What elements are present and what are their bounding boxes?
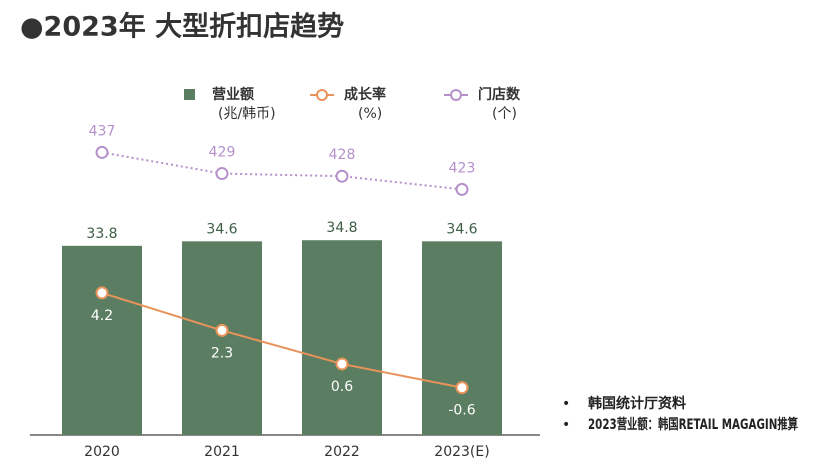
value-label: 33.8 — [86, 226, 117, 242]
value-label: 429 — [209, 145, 236, 161]
x-tick-label: 2021 — [204, 444, 240, 460]
note-bullet: • — [562, 396, 570, 412]
point — [215, 167, 229, 181]
value-label: 34.8 — [326, 220, 357, 236]
point — [455, 182, 469, 196]
dotted-line — [101, 151, 463, 191]
value-label: 2.3 — [211, 345, 233, 361]
value-label: 0.6 — [331, 379, 353, 395]
x-tick-label: 2020 — [84, 444, 120, 460]
value-label: 437 — [89, 123, 116, 139]
point — [215, 323, 229, 337]
legend-unit: (个) — [492, 106, 517, 122]
x-tick-label: 2022 — [324, 444, 360, 460]
bar — [62, 245, 142, 435]
value-label: 423 — [449, 160, 476, 176]
value-label: 34.6 — [206, 221, 237, 237]
point — [95, 145, 109, 159]
bar — [302, 240, 382, 435]
line — [101, 291, 463, 389]
legend-label: 营业额 — [212, 86, 254, 103]
note: 韩国统计厅资料 — [588, 395, 686, 412]
point — [455, 381, 469, 395]
point — [335, 357, 349, 371]
note-bullet: • — [562, 417, 570, 433]
legend-marker — [316, 89, 328, 101]
legend-label: 门店数 — [478, 86, 521, 103]
value-label: 428 — [329, 147, 356, 163]
legend-unit: (%) — [358, 106, 382, 122]
legend-label: 成长率 — [344, 86, 386, 103]
chart-title: ●2023年 大型折扣店趋势 — [20, 11, 344, 43]
legend-unit: (兆/韩币) — [218, 106, 276, 122]
x-tick-label: 2023(E) — [434, 444, 489, 460]
note: 2023营业额：韩国RETAIL MAGAGIN推算 — [588, 416, 798, 433]
point — [95, 286, 109, 300]
value-label: 4.2 — [91, 308, 113, 324]
point — [335, 169, 349, 183]
value-label: -0.6 — [448, 403, 475, 419]
legend-marker — [450, 89, 462, 101]
value-label: 34.6 — [446, 221, 477, 237]
bar — [422, 241, 502, 435]
legend-swatch — [184, 89, 195, 100]
